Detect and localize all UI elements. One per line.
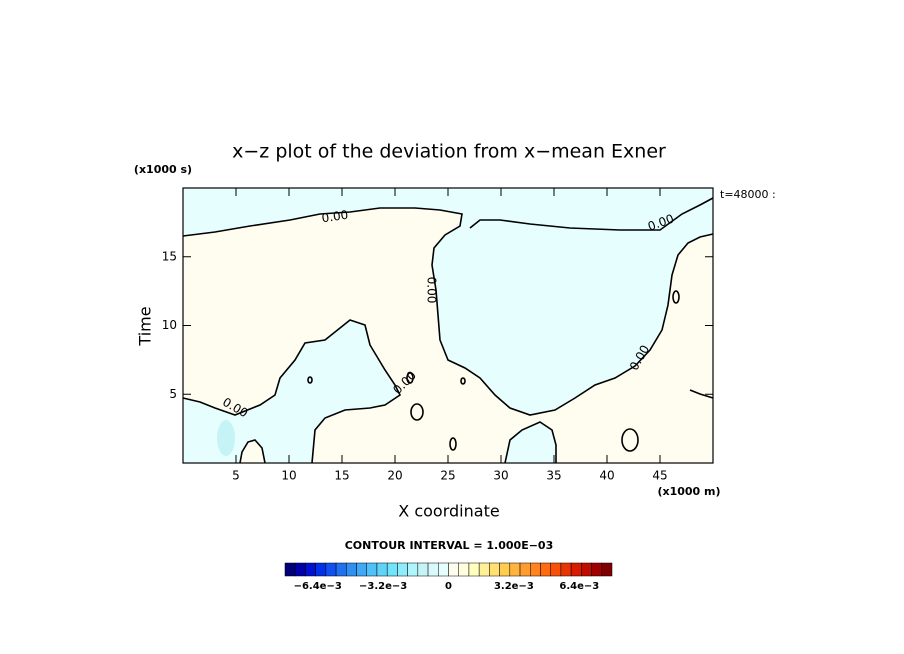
colorbar-box xyxy=(417,562,429,577)
contour-loop xyxy=(672,290,680,304)
colorbar-box xyxy=(315,562,327,577)
colorbar-box xyxy=(386,562,398,577)
x-tick-label: 25 xyxy=(440,469,455,483)
colorbar-box xyxy=(356,562,367,577)
colorbar-box xyxy=(530,562,541,577)
plot-area: 0.00 0.00 0.00 0.00 0.00 0.00 xyxy=(182,187,714,464)
colorbar-box xyxy=(346,562,357,577)
colorbar-box xyxy=(499,562,511,577)
colorbar-tick-label: 0 xyxy=(445,581,452,592)
contour-loop xyxy=(449,437,457,451)
colorbar-box xyxy=(601,562,613,577)
x-tick-label: 40 xyxy=(599,469,614,483)
region-negative xyxy=(505,422,556,463)
colorbar-box xyxy=(294,562,306,577)
contour-line xyxy=(689,389,714,399)
y-tick-label: 15 xyxy=(162,249,177,263)
contour-loop xyxy=(621,428,639,452)
region-negative xyxy=(217,420,235,456)
colorbar-box xyxy=(438,562,449,577)
colorbar-title: CONTOUR INTERVAL = 1.000E−03 xyxy=(345,539,554,552)
colorbar-box xyxy=(581,562,592,577)
contour-line xyxy=(182,319,402,464)
contour-loop xyxy=(406,372,414,384)
colorbar-box xyxy=(478,562,490,577)
colorbar-box xyxy=(325,562,337,577)
colorbar-box xyxy=(305,562,316,577)
colorbar-box xyxy=(458,562,470,577)
contour-loop xyxy=(460,377,466,385)
y-unit: (x1000 s) xyxy=(134,163,192,176)
x-axis-label: X coordinate xyxy=(398,502,499,521)
contour-label: 0.00 xyxy=(425,277,439,304)
colorbar-box xyxy=(407,562,419,577)
x-unit: (x1000 m) xyxy=(657,485,720,498)
x-tick-label: 35 xyxy=(546,469,561,483)
y-axis-label: Time xyxy=(136,306,155,346)
colorbar-tick-label: 6.4e−3 xyxy=(559,581,599,592)
y-tick-label: 10 xyxy=(162,318,177,332)
colorbar-box xyxy=(509,562,521,577)
colorbar-box xyxy=(591,562,603,577)
contour-line xyxy=(182,207,714,416)
contour-line xyxy=(504,421,557,464)
contour-line xyxy=(469,197,714,231)
colorbar-tick-label: −3.2e−3 xyxy=(359,581,407,592)
colorbar-box xyxy=(570,562,582,577)
colorbar-box xyxy=(489,562,500,577)
contour-line xyxy=(239,439,266,464)
x-tick-label: 45 xyxy=(652,469,667,483)
colorbar-box xyxy=(335,562,347,577)
x-tick-label: 20 xyxy=(387,469,402,483)
region-negative xyxy=(183,320,400,463)
x-tick-label: 5 xyxy=(232,469,240,483)
colorbar-tick-label: −6.4e−3 xyxy=(294,581,342,592)
colorbar-box xyxy=(468,562,480,577)
colorbar-tick-label: 3.2e−3 xyxy=(494,581,534,592)
contour-loop xyxy=(410,403,424,421)
colorbar-box xyxy=(560,562,572,577)
x-tick-label: 10 xyxy=(281,469,296,483)
colorbar-box xyxy=(540,562,551,577)
region-negative xyxy=(183,188,713,415)
time-label: t=48000 : xyxy=(720,188,776,201)
colorbar-box xyxy=(519,562,531,577)
contour-loop xyxy=(307,376,313,384)
x-tick-label: 15 xyxy=(334,469,349,483)
x-tick-label: 30 xyxy=(493,469,508,483)
colorbar-box xyxy=(448,562,459,577)
contour-label: 0.00 xyxy=(321,208,349,226)
chart-title: x−z plot of the deviation from x−mean Ex… xyxy=(232,141,666,163)
colorbar-box xyxy=(366,562,378,577)
y-tick-label: 5 xyxy=(169,387,177,401)
colorbar-box xyxy=(550,562,562,577)
colorbar-box xyxy=(284,562,296,577)
colorbar-box xyxy=(427,562,439,577)
colorbar-box xyxy=(397,562,408,577)
colorbar-box xyxy=(376,562,388,577)
